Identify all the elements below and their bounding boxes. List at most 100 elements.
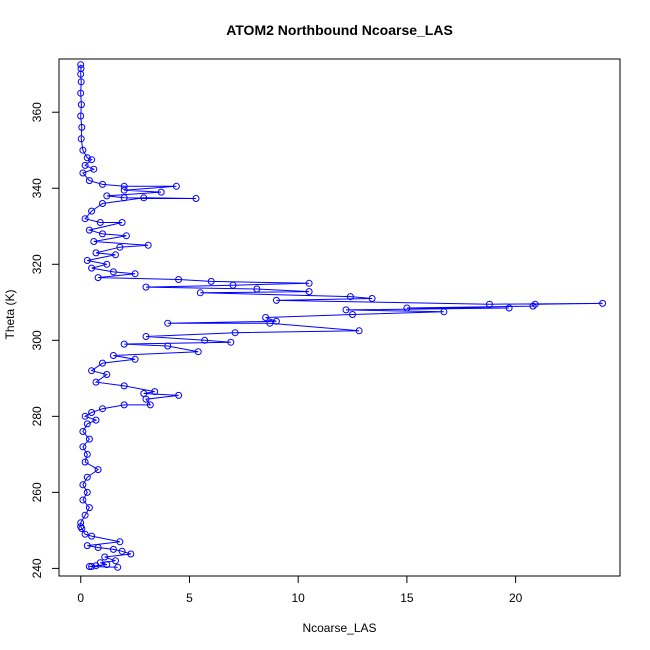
data-point bbox=[85, 504, 93, 512]
data-point bbox=[94, 466, 102, 474]
data-point bbox=[116, 538, 124, 546]
data-point bbox=[85, 563, 93, 570]
data-point bbox=[79, 169, 87, 177]
data-point bbox=[88, 207, 96, 215]
data-point bbox=[79, 146, 87, 154]
data-point bbox=[599, 299, 607, 307]
data-point bbox=[83, 473, 91, 481]
data-point bbox=[122, 232, 130, 240]
x-axis: 0 5 10 15 20 bbox=[77, 575, 523, 605]
data-point bbox=[81, 215, 89, 223]
data-point bbox=[85, 435, 93, 443]
data-point bbox=[101, 553, 109, 561]
chart-title: ATOM2 Northbound Ncoarse_LAS bbox=[226, 22, 453, 38]
y-tick-label: 340 bbox=[30, 178, 44, 198]
data-point bbox=[146, 401, 154, 409]
data-point bbox=[194, 348, 202, 356]
x-tick-label: 0 bbox=[77, 591, 84, 605]
data-point bbox=[92, 249, 100, 257]
data-point bbox=[81, 161, 89, 169]
data-point bbox=[85, 226, 93, 234]
data-point bbox=[266, 319, 274, 327]
data-point bbox=[90, 238, 98, 245]
data-point bbox=[88, 563, 96, 570]
data-point bbox=[440, 308, 448, 316]
data-point bbox=[207, 277, 215, 285]
data-point bbox=[81, 530, 89, 538]
x-tick-label: 15 bbox=[400, 591, 414, 605]
data-point bbox=[118, 219, 126, 226]
data-point bbox=[90, 165, 98, 173]
data-point bbox=[88, 264, 96, 272]
data-point bbox=[99, 200, 106, 207]
data-point bbox=[305, 288, 313, 296]
data-point bbox=[96, 219, 104, 226]
data-point bbox=[103, 371, 111, 378]
data-point bbox=[120, 382, 128, 390]
data-point bbox=[486, 300, 493, 308]
data-point bbox=[272, 317, 280, 325]
data-point bbox=[83, 154, 91, 162]
data-point bbox=[305, 279, 313, 287]
data-point bbox=[272, 296, 280, 304]
data-point bbox=[79, 428, 87, 435]
y-tick-label: 300 bbox=[30, 330, 44, 350]
data-point bbox=[175, 276, 183, 283]
data-point bbox=[142, 333, 150, 340]
data-point bbox=[99, 230, 106, 238]
data-point bbox=[79, 496, 87, 504]
data-point bbox=[112, 557, 119, 565]
data-point bbox=[103, 561, 111, 569]
y-tick-label: 360 bbox=[30, 102, 44, 122]
data-point bbox=[81, 511, 89, 519]
data-point bbox=[229, 281, 237, 289]
data-point bbox=[112, 251, 119, 259]
data-point bbox=[77, 78, 85, 86]
data-point bbox=[109, 545, 117, 553]
data-point bbox=[99, 180, 106, 188]
data-point bbox=[94, 274, 102, 282]
data-point bbox=[77, 70, 85, 78]
data-point bbox=[88, 532, 96, 540]
x-axis-label: Ncoarse_LAS bbox=[302, 621, 376, 635]
data-point bbox=[83, 488, 91, 496]
y-tick-label: 260 bbox=[30, 482, 44, 502]
data-point bbox=[83, 420, 91, 428]
data-point bbox=[78, 123, 86, 131]
data-point bbox=[83, 450, 91, 458]
data-point bbox=[114, 563, 122, 571]
data-point bbox=[164, 342, 172, 350]
data-point bbox=[109, 268, 117, 276]
data-point bbox=[227, 338, 235, 346]
y-tick-label: 320 bbox=[30, 254, 44, 274]
data-point bbox=[142, 395, 150, 403]
data-point bbox=[120, 340, 128, 348]
data-point bbox=[77, 112, 85, 120]
data-point bbox=[368, 295, 376, 302]
data-point bbox=[81, 458, 89, 466]
y-axis-label: Theta (K) bbox=[3, 289, 17, 339]
data-point bbox=[79, 481, 87, 489]
data-point bbox=[151, 388, 159, 396]
data-point bbox=[531, 300, 539, 308]
data-point bbox=[196, 289, 204, 297]
data-point bbox=[157, 188, 165, 196]
data-point bbox=[79, 443, 87, 451]
data-layer bbox=[77, 61, 607, 571]
data-point bbox=[131, 270, 139, 278]
data-point bbox=[192, 195, 200, 202]
data-point bbox=[346, 293, 354, 301]
data-point bbox=[77, 135, 85, 143]
data-point bbox=[403, 304, 411, 312]
data-point bbox=[120, 186, 128, 194]
data-point bbox=[103, 260, 111, 268]
data-point bbox=[88, 367, 96, 375]
data-point bbox=[529, 302, 537, 310]
data-point bbox=[164, 319, 172, 327]
data-point bbox=[505, 304, 513, 312]
data-point bbox=[120, 182, 128, 190]
data-point bbox=[262, 314, 270, 321]
data-point bbox=[142, 283, 150, 291]
